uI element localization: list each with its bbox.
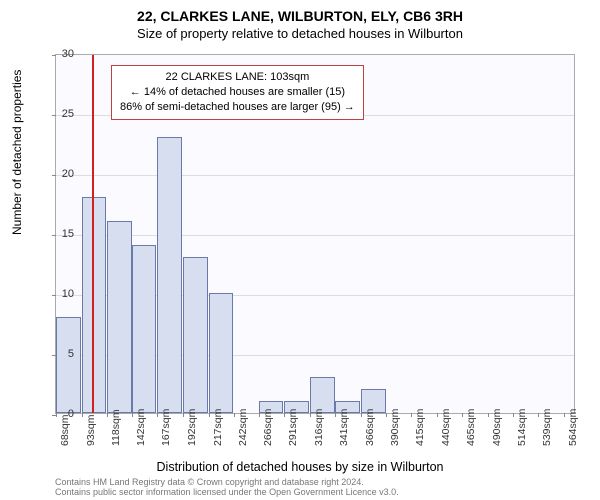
histogram-bar	[209, 293, 234, 413]
chart-title-main: 22, CLARKES LANE, WILBURTON, ELY, CB6 3R…	[0, 0, 600, 24]
x-tick-mark	[437, 413, 438, 417]
x-tick-mark	[107, 413, 108, 417]
x-tick-label: 316sqm	[313, 409, 325, 446]
gridline	[56, 235, 574, 236]
x-tick-mark	[310, 413, 311, 417]
y-tick-label: 0	[49, 408, 74, 420]
histogram-bar	[107, 221, 132, 413]
x-tick-mark	[538, 413, 539, 417]
x-axis-label: Distribution of detached houses by size …	[0, 460, 600, 474]
x-tick-mark	[259, 413, 260, 417]
x-tick-mark	[386, 413, 387, 417]
histogram-bar	[157, 137, 182, 413]
x-tick-mark	[234, 413, 235, 417]
x-tick-label: 415sqm	[414, 409, 426, 446]
x-tick-mark	[82, 413, 83, 417]
x-tick-mark	[488, 413, 489, 417]
y-axis-label: Number of detached properties	[10, 70, 24, 235]
x-tick-mark	[411, 413, 412, 417]
x-tick-label: 93sqm	[85, 414, 97, 446]
histogram-bar	[56, 317, 81, 413]
x-tick-label: 192sqm	[186, 409, 198, 446]
annot-line3: 86% of semi-detached houses are larger (…	[120, 100, 355, 115]
annot-line1: 22 CLARKES LANE: 103sqm	[120, 70, 355, 85]
x-tick-label: 142sqm	[135, 409, 147, 446]
histogram-bar	[310, 377, 335, 413]
y-tick-label: 25	[49, 108, 74, 120]
x-tick-label: 440sqm	[440, 409, 452, 446]
x-tick-label: 514sqm	[516, 409, 528, 446]
x-tick-label: 217sqm	[212, 409, 224, 446]
x-tick-label: 564sqm	[567, 409, 579, 446]
y-tick-label: 5	[49, 348, 74, 360]
x-tick-label: 167sqm	[160, 409, 172, 446]
x-tick-mark	[209, 413, 210, 417]
property-marker-line	[92, 55, 94, 413]
y-tick-label: 10	[49, 288, 74, 300]
footer-line2: Contains public sector information licen…	[55, 488, 399, 498]
y-tick-label: 20	[49, 168, 74, 180]
x-tick-label: 539sqm	[541, 409, 553, 446]
x-tick-mark	[183, 413, 184, 417]
x-tick-label: 118sqm	[110, 409, 122, 446]
x-tick-mark	[361, 413, 362, 417]
y-tick-label: 30	[49, 48, 74, 60]
x-tick-mark	[564, 413, 565, 417]
footer-attribution: Contains HM Land Registry data © Crown c…	[55, 478, 399, 498]
y-tick-label: 15	[49, 228, 74, 240]
x-tick-mark	[513, 413, 514, 417]
x-tick-label: 291sqm	[287, 409, 299, 446]
chart-area: 68sqm93sqm118sqm142sqm167sqm192sqm217sqm…	[55, 54, 575, 414]
gridline	[56, 175, 574, 176]
x-tick-label: 366sqm	[364, 409, 376, 446]
annot-line2: ← 14% of detached houses are smaller (15…	[120, 85, 355, 100]
histogram-bar	[132, 245, 157, 413]
x-tick-label: 490sqm	[491, 409, 503, 446]
x-tick-mark	[132, 413, 133, 417]
x-tick-label: 390sqm	[389, 409, 401, 446]
x-tick-label: 465sqm	[465, 409, 477, 446]
x-tick-mark	[157, 413, 158, 417]
x-tick-mark	[284, 413, 285, 417]
x-tick-label: 266sqm	[262, 409, 274, 446]
plot-region: 68sqm93sqm118sqm142sqm167sqm192sqm217sqm…	[55, 54, 575, 414]
histogram-bar	[82, 197, 107, 413]
x-tick-mark	[462, 413, 463, 417]
x-tick-mark	[335, 413, 336, 417]
x-tick-label: 341sqm	[338, 409, 350, 446]
x-tick-label: 242sqm	[237, 409, 249, 446]
annotation-box: 22 CLARKES LANE: 103sqm← 14% of detached…	[111, 65, 364, 120]
chart-title-sub: Size of property relative to detached ho…	[0, 24, 600, 41]
histogram-bar	[183, 257, 208, 413]
